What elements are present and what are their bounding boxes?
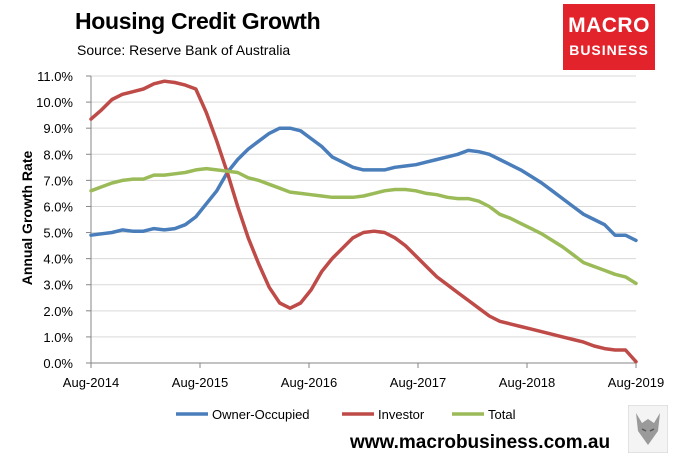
x-tick-label: Aug-2014: [63, 375, 119, 390]
x-tick-label: Aug-2015: [172, 375, 228, 390]
chart-title: Housing Credit Growth: [75, 8, 321, 34]
logo-line-2: BUSINESS: [569, 42, 649, 58]
y-tick-label: 3.0%: [43, 278, 73, 293]
chart-source: Source: Reserve Bank of Australia: [77, 42, 291, 58]
y-tick-label: 8.0%: [43, 147, 73, 162]
macrobusiness-logo: MACRO BUSINESS: [563, 4, 655, 70]
y-tick-label: 11.0%: [37, 69, 73, 84]
y-tick-label: 2.0%: [43, 304, 73, 319]
fox-emblem-icon: [628, 405, 668, 453]
series-line-total: [89, 166, 638, 286]
x-tick-label: Aug-2019: [608, 375, 664, 390]
y-tick-label: 4.0%: [43, 252, 73, 267]
series-lines: [89, 79, 638, 364]
legend-label-owner-occupied: Owner-Occupied: [212, 407, 310, 422]
legend: Owner-Occupied Investor Total: [176, 407, 516, 422]
axes: [90, 76, 637, 368]
y-tick-label: 7.0%: [43, 173, 73, 188]
legend-label-total: Total: [488, 407, 516, 422]
logo-line-1: MACRO: [568, 14, 650, 37]
series-line-investor: [89, 79, 638, 364]
y-tick-label: 10.0%: [36, 95, 73, 110]
gridlines: [86, 75, 636, 364]
y-tick-label: 1.0%: [43, 330, 73, 345]
y-tick-labels: 0.0% 1.0% 2.0% 3.0% 4.0% 5.0% 6.0% 7.0% 8.0% 9.0%…: [36, 69, 73, 371]
y-tick-label: 5.0%: [43, 226, 73, 241]
x-tick-label: Aug-2018: [499, 375, 555, 390]
legend-label-investor: Investor: [378, 407, 425, 422]
series-line-owner-occupied: [89, 126, 638, 243]
x-tick-labels: Aug-2014 Aug-2015 Aug-2016 Aug-2017 Aug-2018…: [63, 375, 664, 390]
x-tick-label: Aug-2017: [390, 375, 446, 390]
y-axis-label: Annual Growth Rate: [19, 151, 35, 286]
x-tick-label: Aug-2016: [281, 375, 337, 390]
y-tick-label: 9.0%: [43, 121, 73, 136]
footer-url: www.macrobusiness.com.au: [350, 432, 611, 453]
y-tick-label: 6.0%: [43, 199, 73, 214]
y-tick-label: 0.0%: [43, 356, 73, 371]
